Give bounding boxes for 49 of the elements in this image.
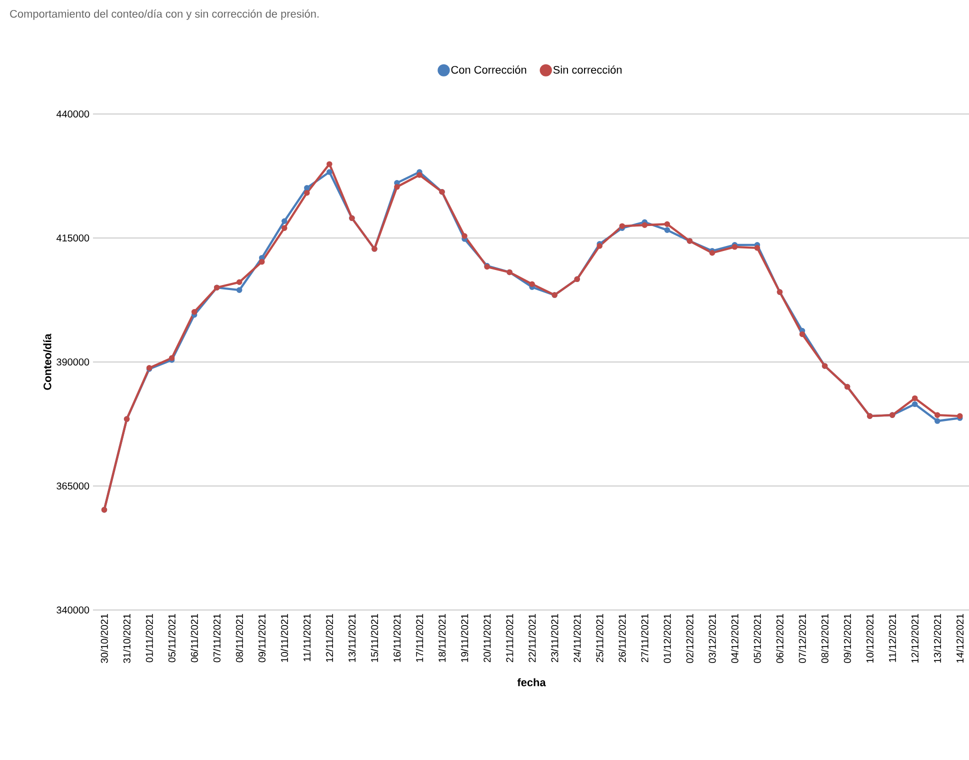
x-axis-title: fecha bbox=[517, 678, 546, 686]
y-tick-label: 365000 bbox=[56, 482, 90, 490]
x-tick-label: 01/12/2021 bbox=[664, 614, 671, 663]
x-tick-label: 20/11/2021 bbox=[483, 614, 491, 662]
x-tick-label: 14/12/2021 bbox=[956, 614, 964, 663]
x-tick-label: 21/11/2021 bbox=[506, 614, 514, 662]
x-tick-label: 06/11/2021 bbox=[190, 614, 198, 662]
x-tick-label: 17/11/2021 bbox=[416, 614, 424, 662]
x-tick-label: 13/12/2021 bbox=[934, 614, 942, 663]
x-tick-label: 06/12/2021 bbox=[776, 614, 784, 663]
x-tick-label: 22/11/2021 bbox=[528, 614, 536, 662]
x-tick-label: 07/11/2021 bbox=[213, 614, 220, 662]
x-tick-label: 09/12/2021 bbox=[844, 614, 851, 663]
x-tick-label: 19/11/2021 bbox=[460, 614, 468, 662]
x-tick-label: 27/11/2021 bbox=[640, 614, 648, 662]
y-tick-label: 340000 bbox=[56, 606, 90, 614]
x-tick-label: 11/12/2021 bbox=[888, 614, 896, 662]
legend-label: Con Corrección bbox=[451, 66, 526, 74]
x-tick-label: 05/12/2021 bbox=[754, 614, 761, 663]
x-tick-label: 07/12/2021 bbox=[798, 614, 806, 663]
x-tick-label: 10/12/2021 bbox=[866, 614, 874, 663]
x-tick-label: 10/11/2021 bbox=[280, 614, 288, 662]
x-tick-label: 04/12/2021 bbox=[731, 614, 738, 663]
x-tick-label: 16/11/2021 bbox=[393, 614, 401, 662]
x-tick-label: 12/11/2021 bbox=[326, 614, 334, 662]
x-tick-label: 12/12/2021 bbox=[911, 614, 919, 663]
chart-title: Comportamiento del conteo/día con y sin corrección de presión. bbox=[10, 10, 319, 20]
y-tick-label: 390000 bbox=[56, 358, 90, 366]
y-tick-label: 415000 bbox=[56, 234, 90, 242]
x-tick-label: 15/11/2021 bbox=[370, 614, 378, 662]
x-tick-label: 02/12/2021 bbox=[686, 614, 694, 663]
x-tick-label: 30/10/2021 bbox=[100, 614, 108, 664]
x-tick-label: 11/11/2021 bbox=[303, 614, 311, 662]
legend-label: Sin corrección bbox=[553, 66, 622, 74]
x-tick-label: 13/11/2021 bbox=[348, 614, 356, 662]
x-tick-label: 05/11/2021 bbox=[168, 614, 176, 662]
x-tick-label: 01/11/2021 bbox=[146, 614, 153, 662]
x-tick-label: 08/12/2021 bbox=[821, 614, 828, 663]
x-tick-label: 03/12/2021 bbox=[708, 614, 716, 663]
y-tick-label: 440000 bbox=[56, 110, 90, 118]
x-tick-label: 23/11/2021 bbox=[550, 614, 558, 662]
y-axis-title: Conteo/día bbox=[43, 334, 52, 390]
x-tick-label: 31/10/2021 bbox=[123, 614, 130, 664]
x-tick-label: 18/11/2021 bbox=[438, 614, 446, 662]
x-tick-label: 25/11/2021 bbox=[596, 614, 604, 662]
x-tick-label: 26/11/2021 bbox=[618, 614, 626, 662]
x-tick-label: 24/11/2021 bbox=[573, 614, 581, 662]
x-tick-label: 09/11/2021 bbox=[258, 614, 266, 662]
x-tick-label: 08/11/2021 bbox=[236, 614, 244, 662]
